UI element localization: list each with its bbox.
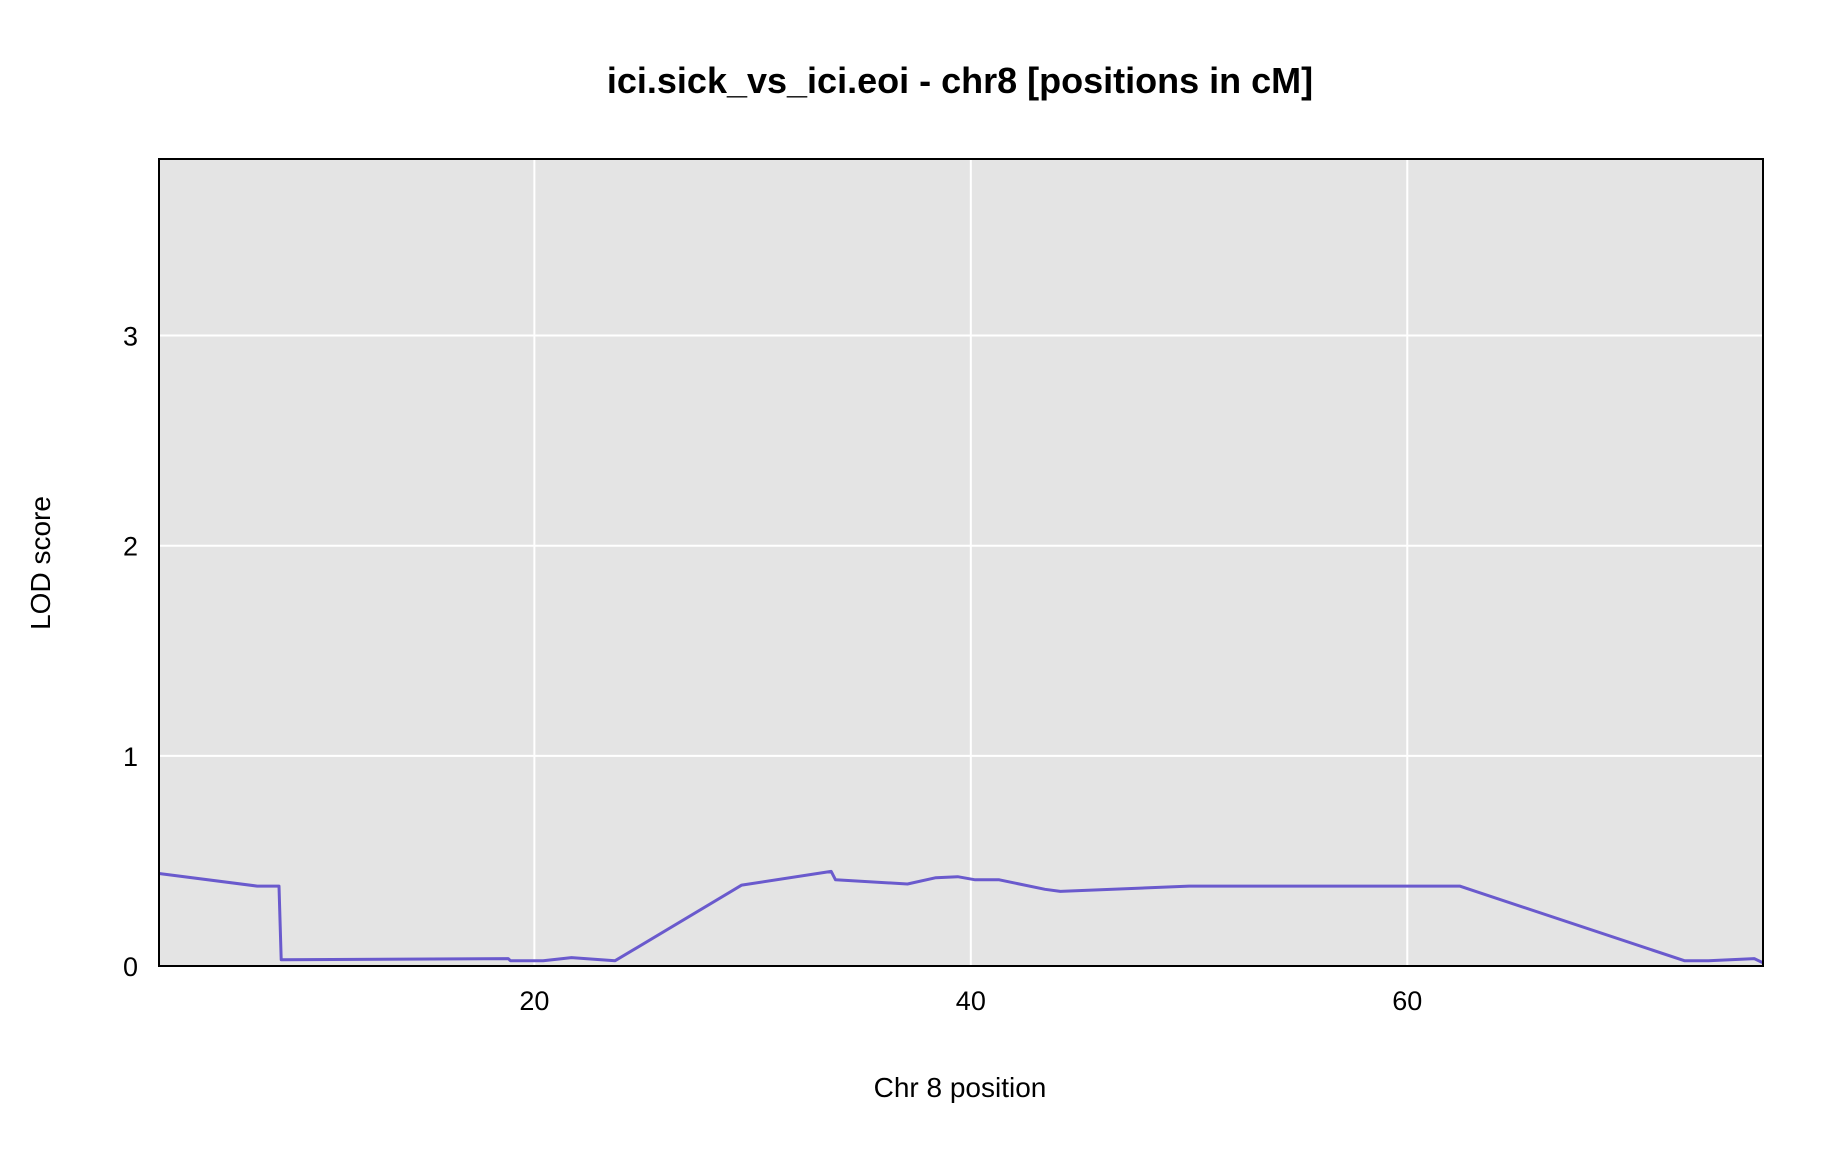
y-tick-label: 1 (123, 742, 138, 772)
x-tick-label: 20 (519, 986, 549, 1016)
grid-lines (159, 159, 1763, 966)
y-tick-label: 3 (123, 322, 138, 352)
y-tick-label: 2 (123, 532, 138, 562)
x-tick-label: 60 (1392, 986, 1422, 1016)
x-tick-label: 40 (956, 986, 986, 1016)
axis-ticks: 20 40 60 0 1 2 3 (123, 322, 1422, 1016)
x-axis-label: Chr 8 position (874, 1072, 1047, 1103)
y-axis-label: LOD score (25, 496, 56, 630)
chart-title: ici.sick_vs_ici.eoi - chr8 [positions in… (607, 60, 1313, 101)
y-tick-label: 0 (123, 952, 138, 982)
plot-area (159, 159, 1763, 966)
plot-frame (158, 158, 1764, 967)
lod-series-line (158, 869, 1764, 965)
